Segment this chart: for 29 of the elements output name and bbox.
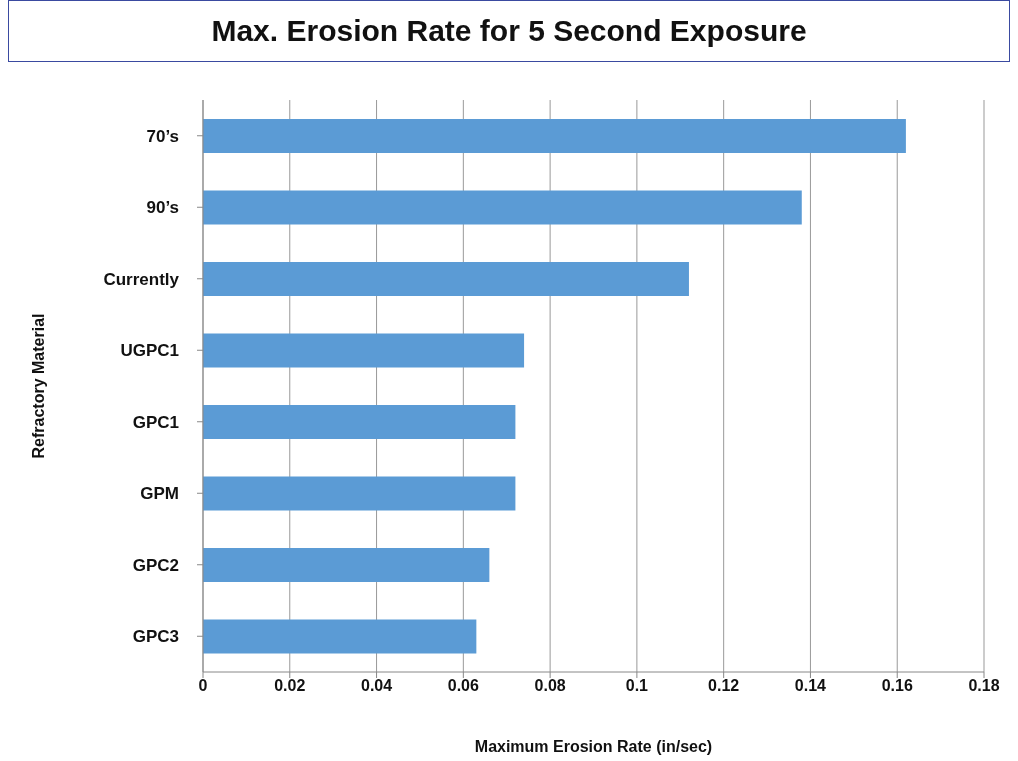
- bar: [203, 333, 525, 368]
- bar: [203, 119, 906, 153]
- x-tick-label: 0.18: [968, 677, 1000, 695]
- y-tick-label: Currently: [103, 269, 180, 289]
- y-tick-label: 90’s: [146, 198, 179, 218]
- y-tick-label: GPC3: [132, 627, 179, 647]
- y-tick-label: GPC2: [132, 555, 179, 575]
- bar: [203, 476, 516, 511]
- x-tick-label: 0.06: [447, 677, 480, 695]
- bar: [203, 619, 477, 654]
- x-tick-label: 0: [198, 677, 208, 695]
- bar: [203, 548, 490, 582]
- x-tick-label: 0.16: [881, 677, 913, 695]
- y-axis-title: Refractory Material: [29, 313, 47, 459]
- x-tick-label: 0.12: [708, 677, 740, 695]
- chart-title: Max. Erosion Rate for 5 Second Exposure: [8, 0, 1010, 62]
- bar: [203, 262, 689, 296]
- y-tick-label: 70’s: [146, 126, 179, 146]
- x-tick-label: 0.04: [360, 677, 393, 695]
- x-tick-label: 0.14: [794, 677, 827, 695]
- x-tick-label: 0.08: [534, 677, 566, 695]
- bar: [203, 405, 516, 439]
- y-tick-label: GPC1: [132, 412, 179, 432]
- x-tick-label: 0.02: [274, 677, 306, 695]
- y-tick-label: GPM: [140, 484, 179, 504]
- y-tick-label: UGPC1: [120, 341, 179, 361]
- x-axis-title: Maximum Erosion Rate (in/sec): [474, 738, 713, 755]
- bar: [203, 190, 802, 225]
- x-tick-label: 0.1: [625, 677, 649, 695]
